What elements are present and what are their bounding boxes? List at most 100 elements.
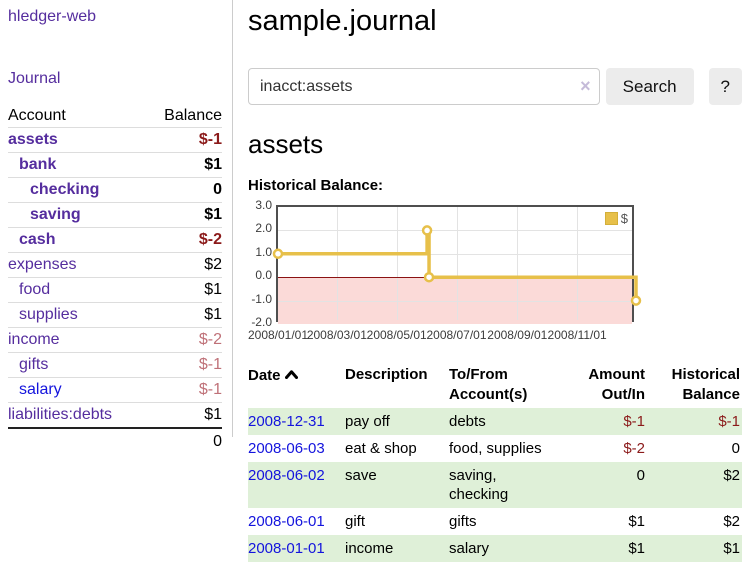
help-button[interactable]: ? [708,68,742,105]
account-row: bank $1 [8,152,222,178]
x-axis-tick: 2008/03/01 [306,328,367,342]
clear-search-icon[interactable]: × [580,76,591,96]
transaction-amount: $1 [628,540,645,557]
account-link-supplies[interactable]: supplies [19,306,78,323]
transaction-accounts: food, supplies [449,440,542,457]
account-table-header: Account Balance [8,105,222,128]
account-balance: $2 [145,252,222,278]
sidebar-item-journal[interactable]: Journal [8,70,61,87]
amount-column-header: Amount Out/In [588,366,645,403]
account-balance: $-2 [145,327,222,353]
transaction-date-link[interactable]: 2008-01-01 [248,540,325,557]
account-row: food $1 [8,277,222,303]
account-row: income $-2 [8,327,222,353]
transaction-accounts: saving, checking [449,467,509,503]
account-balance: $-1 [198,131,222,148]
search-input[interactable] [248,68,600,105]
account-link-cash[interactable]: cash [19,231,56,248]
chevron-up-icon [284,365,298,385]
account-heading: assets [248,129,324,159]
page-title: sample.journal [248,5,437,37]
register-table-header: Date Description To/From Account(s) Amou… [248,362,742,408]
account-balance: $1 [145,202,222,228]
x-axis-tick: 2008/07/01 [426,328,487,342]
account-row: gifts $-1 [8,352,222,378]
app-brand-link[interactable]: hledger-web [8,8,97,25]
y-axis-tick: -1.0 [251,291,272,306]
y-axis-tick: 2.0 [255,221,272,236]
account-row: salary $-1 [8,377,222,403]
balance-column-header: Balance [145,105,222,128]
transaction-row: 2008-12-31 pay off debts $-1 $-1 [248,408,742,435]
legend-swatch-icon [604,212,618,225]
account-column-header: Account [8,105,146,128]
transaction-date-link[interactable]: 2008-06-03 [248,440,325,457]
account-link-bank[interactable]: bank [19,156,57,173]
account-link-food[interactable]: food [19,281,51,298]
account-balance: $-1 [145,352,222,378]
y-axis-tick: 3.0 [255,198,272,212]
transaction-row: 2008-01-01 income salary $1 $1 [248,535,742,562]
account-row: expenses $2 [8,252,222,278]
transaction-date-link[interactable]: 2008-12-31 [248,413,325,430]
account-link-expenses[interactable]: expenses [8,256,77,273]
description-column-header: Description [345,366,428,383]
account-link-checking[interactable]: checking [30,181,100,198]
transaction-accounts: gifts [449,513,477,530]
transaction-row: 2008-06-02 save saving, checking 0 $2 [248,462,742,508]
plot-area: $ [272,205,642,324]
transaction-amount: 0 [636,467,645,484]
transaction-description: save [345,467,377,484]
transaction-balance: $2 [723,467,740,484]
account-row: supplies $1 [8,302,222,328]
transaction-amount: $1 [628,513,645,530]
account-balance: $1 [145,277,222,303]
account-row: liabilities:debts $1 [8,402,222,428]
transaction-balance: $1 [723,540,740,557]
account-total-row: 0 [8,427,222,455]
transaction-description: pay off [345,413,390,430]
account-link-income[interactable]: income [8,331,60,348]
account-link-saving[interactable]: saving [30,206,81,223]
transaction-date-link[interactable]: 2008-06-01 [248,513,325,530]
account-row: assets $-1 [8,128,222,153]
account-row: cash $-2 [8,227,222,253]
transaction-date-link[interactable]: 2008-06-02 [248,467,325,484]
y-axis-tick: 1.0 [255,244,272,259]
tofrom-column-header: To/From Account(s) [449,366,528,403]
chart-legend: $ [604,211,628,226]
search-button[interactable]: Search [605,68,694,105]
sidebar: hledger-web Journal Account Balance asse… [0,0,233,455]
account-balance-table: Account Balance assets $-1 bank $1 checking 0… [8,105,222,455]
account-balance: 0 [145,177,222,203]
balance-series [272,225,642,306]
account-row: checking 0 [8,177,222,203]
account-link-gifts[interactable]: gifts [19,356,49,373]
transaction-balance: $2 [723,513,740,530]
account-link-salary[interactable]: salary [19,381,62,398]
date-column-header[interactable]: Date [248,362,345,408]
x-axis-tick: 2008/05/01 [366,328,427,342]
x-axis-tick: 2008/11/01 [547,328,607,342]
chart-title: Historical Balance: [248,177,384,194]
x-axis-tick: 2008/01/01 [247,328,309,342]
y-axis-tick: -2.0 [251,315,272,329]
account-balance: $1 [145,152,222,178]
transaction-amount: $-1 [623,413,645,430]
account-link-assets[interactable]: assets [8,131,58,148]
transaction-description: income [345,540,394,557]
transaction-description: gift [345,513,366,530]
search-form: × Search ? [248,68,742,105]
x-axis-tick: 2008/09/01 [487,328,548,342]
y-axis-tick: 0.0 [255,268,272,283]
balance-column-header: Historical Balance [671,366,740,403]
transaction-row: 2008-06-03 eat & shop food, supplies $-2 0 [248,435,742,462]
historical-balance-chart: $ 3.0 2.0 1.0 0.0 -1.0 -2.0 2008/01/01 2008/03… [248,195,742,345]
account-total-balance: 0 [145,427,222,455]
transaction-balance: $-1 [718,413,740,430]
account-link-liabilities-debts[interactable]: liabilities:debts [8,406,113,423]
transaction-row: 2008-06-01 gift gifts $1 $2 [248,508,742,535]
account-row: saving $1 [8,202,222,228]
transaction-description: eat & shop [345,440,417,457]
transaction-amount: $-2 [623,440,645,457]
